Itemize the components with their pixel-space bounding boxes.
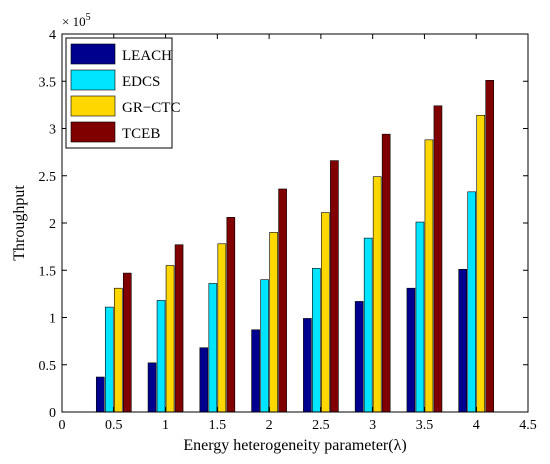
legend-swatch-gr-ctc (70, 95, 116, 117)
bar-tceb-4 (485, 80, 495, 413)
bar-tceb-2.5 (330, 160, 339, 413)
bar-leach-1.5 (199, 347, 209, 413)
x-tick-label: 3.5 (416, 418, 434, 433)
legend-label-edcs: EDCS (122, 74, 160, 90)
y-axis-label: Throughput (11, 185, 28, 261)
bar-gr-ctc-2 (269, 232, 278, 413)
bar-tceb-0.5 (122, 272, 132, 413)
bar-leach-3 (354, 301, 364, 413)
x-tick-label: 2 (266, 418, 273, 433)
bar-edcs-1.5 (208, 283, 218, 413)
bar-gr-ctc-0.5 (113, 287, 123, 413)
bar-tceb-3 (381, 133, 391, 413)
y-tick-label: 4 (49, 28, 56, 43)
exponent-base: × 10 (62, 14, 86, 29)
bar-edcs-3 (363, 237, 373, 413)
legend-label-tceb: TCEB (122, 126, 160, 142)
bar-gr-ctc-1 (165, 265, 175, 413)
x-tick-label: 1 (162, 418, 169, 433)
bar-gr-ctc-4 (476, 114, 486, 413)
legend-swatch-tceb (70, 121, 116, 143)
bar-edcs-4 (467, 191, 477, 413)
x-tick-label: 0.5 (105, 418, 123, 433)
bar-tceb-3.5 (433, 105, 443, 413)
y-axis-ticks: 0 0.5 1 1.5 2 2.5 3 3.5 4 (39, 28, 528, 421)
bar-gr-ctc-3 (372, 176, 382, 413)
y-tick-label: 1 (49, 312, 56, 327)
legend-label-gr-ctc: GR−CTC (122, 100, 180, 116)
bar-gr-ctc-2.5 (321, 212, 330, 413)
bar-edcs-0.5 (104, 306, 114, 413)
x-tick-label: 0 (59, 418, 66, 433)
x-tick-label: 1.5 (209, 418, 227, 433)
y-tick-label: 2.5 (39, 170, 57, 185)
x-tick-label: 2.5 (312, 418, 330, 433)
bar-leach-2.5 (303, 318, 312, 413)
x-tick-label: 4 (473, 418, 480, 433)
x-axis-label: Energy heterogeneity parameter(λ) (183, 437, 406, 454)
y-tick-label: 1.5 (39, 264, 57, 279)
y-tick-label: 0 (49, 406, 56, 421)
bar-leach-2 (251, 329, 260, 413)
bar-leach-0.5 (95, 376, 105, 413)
bar-edcs-1 (156, 300, 166, 413)
x-axis-ticks: 0 0.5 1 1.5 2 2.5 3 3.5 4 4.5 (59, 34, 537, 433)
bar-edcs-2 (260, 279, 269, 413)
y-tick-label: 0.5 (39, 359, 57, 374)
y-tick-label: 2 (49, 217, 56, 232)
x-tick-label: 4.5 (519, 418, 537, 433)
bar-leach-1 (147, 362, 157, 413)
bar-tceb-2 (278, 188, 287, 413)
bar-leach-3.5 (406, 287, 416, 413)
x-tick-label: 3 (369, 418, 376, 433)
bar-edcs-3.5 (415, 221, 425, 413)
legend-swatch-leach (70, 43, 116, 65)
bar-gr-ctc-3.5 (424, 139, 434, 413)
y-tick-label: 3.5 (39, 75, 57, 90)
legend: LEACH EDCS GR−CTC TCEB (65, 37, 180, 149)
bar-tceb-1 (174, 244, 184, 413)
y-axis-exponent: × 105 (62, 12, 91, 29)
bar-leach-4 (458, 269, 468, 413)
bar-tceb-1.5 (226, 217, 236, 413)
bar-edcs-2.5 (312, 268, 321, 413)
legend-swatch-edcs (70, 69, 116, 91)
exponent-power: 5 (86, 12, 91, 23)
bars-layer (95, 80, 495, 413)
y-tick-label: 3 (49, 123, 56, 138)
legend-label-leach: LEACH (122, 48, 172, 64)
bar-gr-ctc-1.5 (217, 243, 227, 413)
